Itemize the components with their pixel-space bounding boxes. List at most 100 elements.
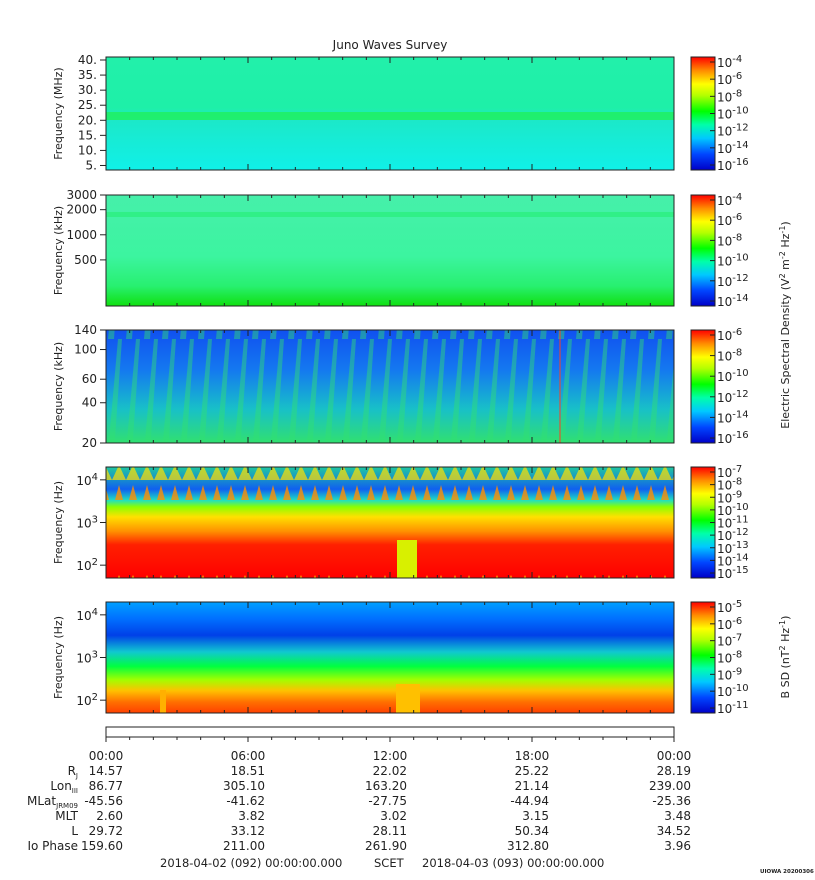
- colorbar-tick-label: 10-15: [717, 565, 749, 581]
- ephemeris-value: 159.60: [81, 839, 123, 853]
- y-tick-label: 3000: [66, 188, 97, 202]
- colorbar-tick-label: 10-6: [717, 212, 742, 228]
- y-tick-label: 60: [82, 372, 97, 386]
- ephemeris-row-label: L: [71, 824, 78, 838]
- colorbar-tick-label: 10-10: [717, 368, 749, 384]
- colorbar-tick-label: 10-9: [717, 666, 742, 682]
- ephemeris-value: 14.57: [89, 764, 123, 778]
- panel-2-colorbar: 10-4 10-6 10-8 10-10 10-12 10-14: [690, 192, 749, 309]
- colorbar-tick-label: 10-9: [717, 489, 742, 505]
- ephemeris-row-label: LonIII: [50, 779, 78, 795]
- colorbar-tick-label: 10-7: [717, 464, 742, 480]
- footer-scet: SCET: [374, 856, 405, 870]
- colorbar-tick-label: 10-4: [717, 192, 742, 208]
- colorbar-tick-label: 10-8: [717, 348, 742, 364]
- panel-1-y-label: Frequency (MHz): [52, 67, 65, 159]
- generation-stamp: UIOWA 20200306: [760, 869, 814, 875]
- ephemeris-value: 239.00: [649, 779, 691, 793]
- colorbar-tick-label: 10-14: [717, 140, 749, 156]
- panel-5-notch: [160, 690, 166, 713]
- colorbar-tick-label: 10-13: [717, 540, 749, 556]
- panel-5-y-label: Frequency (Hz): [52, 616, 65, 699]
- y-tick-label: 1000: [66, 228, 97, 242]
- ephemeris-value: 86.77: [89, 779, 123, 793]
- panel-2-image: [106, 195, 674, 306]
- ephemeris-value: -25.36: [652, 794, 691, 808]
- time-axis-label: 00:00: [657, 749, 692, 763]
- panel-2-band: [106, 212, 674, 217]
- y-tick-label: 104: [76, 472, 98, 488]
- panel-4-y-axis: Frequency (Hz) 104 103 102: [52, 472, 106, 573]
- panel-3-spectrogram: [105, 329, 675, 444]
- ephemeris-row-label: MLatJRM09: [27, 794, 78, 810]
- ephemeris-row: Io Phase 159.60 211.00 261.90 312.80 3.96: [27, 839, 691, 853]
- ephemeris-value: 3.82: [238, 809, 265, 823]
- ephemeris-value: 3.15: [522, 809, 549, 823]
- ephemeris-value: 163.20: [365, 779, 407, 793]
- colorbar-tick-label: 10-4: [717, 54, 742, 70]
- y-tick-label: 2000: [66, 203, 97, 217]
- colorbar-tick-label: 10-6: [717, 616, 742, 632]
- colorbar-tick-label: 10-10: [717, 106, 749, 122]
- ephemeris-row: L 29.72 33.12 28.11 50.34 34.52: [71, 824, 691, 838]
- ephemeris-row: MLT 2.60 3.82 3.02 3.15 3.48: [55, 809, 691, 823]
- ephemeris-value: 50.34: [515, 824, 549, 838]
- y-tick-label: 40: [82, 396, 97, 410]
- colorbar-tick-label: 10-16: [717, 157, 749, 173]
- colorbar-tick-label: 10-8: [717, 650, 742, 666]
- y-tick-label: 35.: [78, 68, 97, 82]
- ephemeris-value: 33.12: [231, 824, 265, 838]
- y-tick-label: 40.: [78, 53, 97, 67]
- y-tick-label: 103: [76, 515, 98, 531]
- colorbars: 10-410-610-810-1010-1210-1410-1610-410-6…: [690, 54, 749, 716]
- x-tick-marks: [105, 57, 675, 713]
- colorbar-tick-label: 10-12: [717, 123, 749, 139]
- panel-5-spectrogram: [105, 601, 675, 714]
- colorbar-tick-label: 10-12: [717, 389, 749, 405]
- ephemeris-value: 18.51: [231, 764, 265, 778]
- footer-start-time: 2018-04-02 (092) 00:00:00.000: [160, 856, 342, 870]
- panel-1-band: [106, 112, 674, 120]
- y-tick-label: 100: [74, 343, 97, 357]
- ephemeris-value: 21.14: [515, 779, 549, 793]
- ephemeris-value: 28.11: [373, 824, 407, 838]
- y-tick-label: 140: [74, 323, 97, 337]
- ephemeris-value: 3.96: [664, 839, 691, 853]
- y-tick-label: 104: [76, 607, 98, 623]
- colorbar-tick-label: 10-11: [717, 700, 749, 716]
- electric-colorbar-label: Electric Spectral Density (V2 m-2 Hz-1): [778, 221, 792, 428]
- ephemeris-row: MLatJRM09 -45.56 -41.62 -27.75 -44.94 -25.36: [27, 794, 691, 810]
- ephemeris-value: 312.80: [507, 839, 549, 853]
- colorbar-tick-label: 10-10: [717, 253, 749, 269]
- y-tick-label: 102: [76, 692, 98, 708]
- ephemeris-value: 305.10: [223, 779, 265, 793]
- ephemeris-value: -27.75: [368, 794, 407, 808]
- colorbar-tick-label: 10-8: [717, 232, 742, 248]
- y-tick-label: 30.: [78, 83, 97, 97]
- colorbar-tick-label: 10-8: [717, 88, 742, 104]
- colorbar-tick-label: 10-10: [717, 683, 749, 699]
- colorbar-tick-label: 10-11: [717, 515, 749, 531]
- time-axis-label: 18:00: [515, 749, 550, 763]
- colorbar-gradient: [690, 329, 716, 444]
- panel-5-y-axis: Frequency (Hz) 104 103 102: [52, 607, 106, 708]
- panel-2-spectrogram: [105, 194, 675, 307]
- panel-3-colorbar: 10-6 10-8 10-10 10-12 10-14 10-16: [690, 327, 749, 446]
- panel-4-y-label: Frequency (Hz): [52, 481, 65, 564]
- colorbar-tick-label: 10-10: [717, 502, 749, 518]
- colorbar-tick-label: 10-14: [717, 293, 749, 309]
- ephemeris-value: -41.62: [226, 794, 265, 808]
- colorbar-tick-label: 10-6: [717, 71, 742, 87]
- ephemeris-value: 34.52: [657, 824, 691, 838]
- time-axis-box: [105, 726, 675, 738]
- time-axis-label: 06:00: [231, 749, 266, 763]
- ephemeris-value: 261.90: [365, 839, 407, 853]
- colorbar-tick-label: 10-16: [717, 430, 749, 446]
- time-axis: 00:00 06:00 12:00 18:00 00:00: [89, 737, 692, 763]
- colorbar-tick-label: 10-7: [717, 633, 742, 649]
- colorbar-tick-label: 10-6: [717, 327, 742, 343]
- ephemeris-value: -45.56: [84, 794, 123, 808]
